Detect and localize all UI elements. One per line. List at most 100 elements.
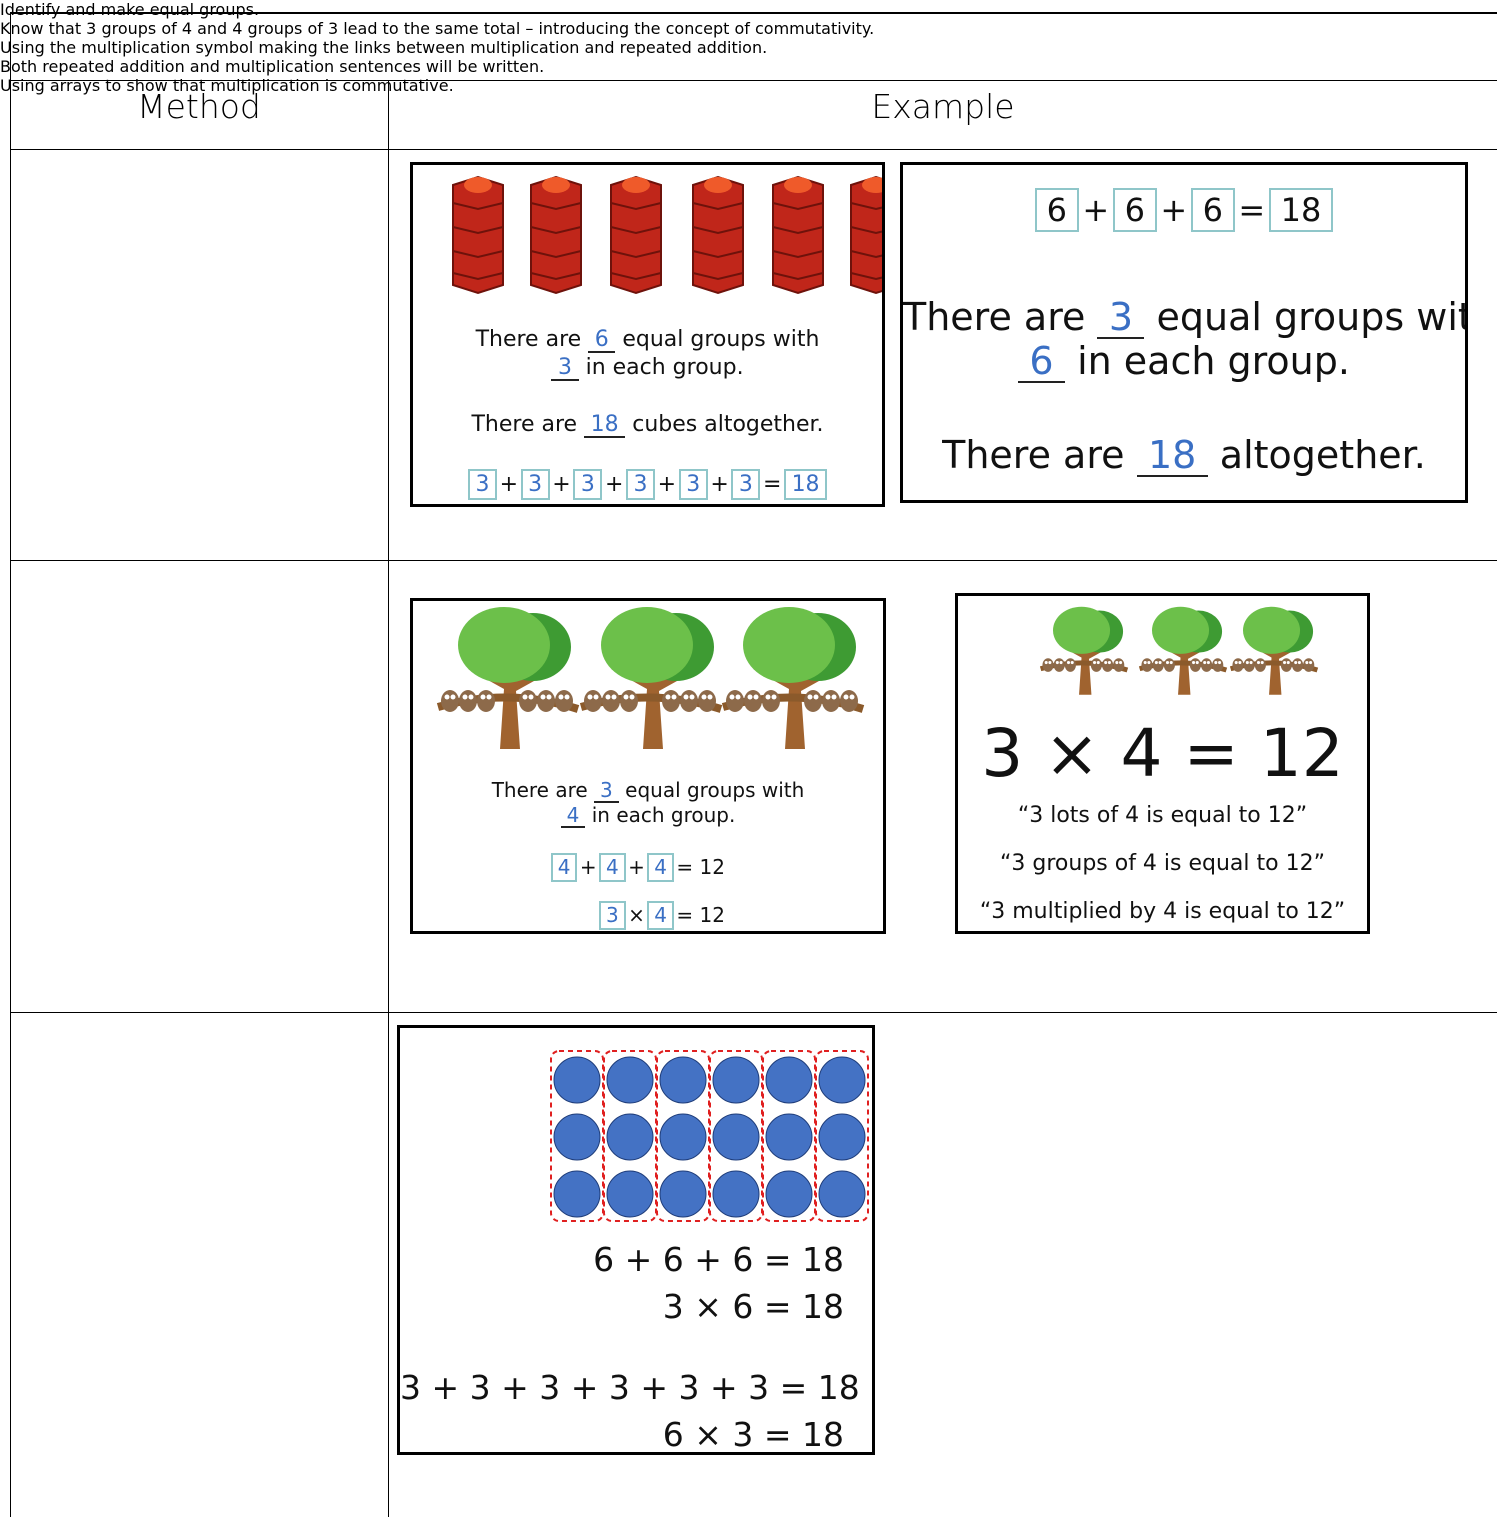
text: “3 multiplied by 4 is equal to 12”: [979, 898, 1346, 924]
example-panel: There are 6 equal groups with 3 in each g…: [410, 162, 885, 507]
tree-canopy: [601, 607, 693, 683]
text: in each group.: [585, 803, 736, 827]
owl: [459, 690, 477, 712]
sentence: There are 6 equal groups with: [413, 323, 882, 356]
text: in each group.: [578, 354, 744, 380]
counter: [606, 1056, 654, 1104]
owl-eye: [701, 694, 707, 700]
sentence: “3 lots of 4 is equal to 12”: [958, 799, 1367, 832]
owl: [602, 690, 620, 712]
method-cell: Identify and make equal groups. Know that…: [0, 0, 1497, 38]
owl-eye: [1260, 661, 1264, 665]
owl: [1200, 658, 1213, 672]
text: +: [710, 471, 729, 497]
sentence: 3 + 3 + 3 + 3 + 3 + 3 = 18: [400, 1363, 872, 1413]
cube-joint: [850, 202, 882, 211]
owl: [555, 690, 573, 712]
cube-top: [622, 177, 650, 193]
sentence: 6 +6 +6 = 18: [903, 186, 1465, 234]
cube-joint: [772, 272, 824, 281]
owl-eye: [468, 694, 474, 700]
counter: [659, 1113, 707, 1161]
illustration: [436, 607, 865, 749]
owl: [804, 690, 822, 712]
owl-eye: [1206, 661, 1210, 665]
owl: [584, 690, 602, 712]
owl: [537, 690, 555, 712]
cube-joint: [452, 250, 504, 259]
sentence: 6 + 6 + 6 = 18: [400, 1235, 872, 1285]
box: 3: [573, 468, 603, 500]
owl-eye: [605, 694, 611, 700]
owl-eye: [564, 694, 570, 700]
owl: [744, 690, 762, 712]
cube-top: [542, 177, 570, 193]
owl-eye: [1158, 661, 1162, 665]
example-panel: 3 × 4 = 12 “3 lots of 4 is equal to 12” “3…: [955, 593, 1370, 934]
blank: 18: [584, 412, 626, 438]
sentence: 6 × 3 = 18: [400, 1410, 872, 1452]
text: in each group.: [1065, 338, 1350, 383]
owl: [1090, 658, 1102, 672]
owl-eye: [1115, 661, 1119, 665]
blank: 3: [551, 355, 579, 381]
owl: [1232, 658, 1244, 672]
text: =: [1238, 191, 1266, 229]
owl-eye: [1059, 661, 1063, 665]
owl-eye: [849, 694, 855, 700]
text: equal groups with: [618, 778, 805, 802]
cube-top: [784, 177, 812, 193]
text: There are: [475, 326, 589, 352]
example-panel: 6 + 6 + 6 = 18 3 × 6 = 18 3 + 3 + 3 + 3 + …: [397, 1025, 875, 1455]
owl-eye: [1096, 661, 1100, 665]
owl-eye: [1245, 661, 1249, 665]
column-group: [656, 1050, 710, 1222]
cube-joint: [610, 202, 662, 211]
owl-eye: [540, 694, 546, 700]
cube-top: [862, 177, 882, 193]
counter: [659, 1056, 707, 1104]
owl-eye: [623, 694, 629, 700]
box: 18: [784, 468, 828, 500]
text: “3 groups of 4 is equal to 12”: [1000, 850, 1325, 876]
owl-eye: [546, 694, 552, 700]
method-heading: Identify and make equal groups.: [0, 0, 260, 19]
column-group: [762, 1050, 816, 1222]
owl-eye: [1104, 661, 1108, 665]
example-panel: 6 +6 +6 = 18 There are 3 equal groups with 6 i…: [900, 162, 1468, 503]
owl: [620, 690, 638, 712]
owl: [1064, 658, 1076, 672]
owl: [1163, 658, 1175, 672]
counter: [712, 1113, 760, 1161]
owl-eye: [689, 694, 695, 700]
owl-eye: [1256, 661, 1261, 665]
owl-eye: [480, 694, 486, 700]
owl-eye: [450, 694, 456, 700]
text: +: [579, 855, 597, 879]
tree-canopy: [1053, 606, 1111, 654]
owl-eye: [1282, 661, 1287, 665]
tree-canopy: [743, 607, 835, 683]
counter: [765, 1170, 813, 1218]
counter: [818, 1113, 866, 1161]
owl: [822, 690, 840, 712]
method-cell: Using the multiplication symbol making t…: [0, 38, 1497, 76]
text: +: [499, 471, 518, 497]
owl-eye: [1165, 661, 1170, 665]
owl-eye: [1195, 661, 1199, 665]
owl: [662, 690, 680, 712]
owl-eye: [825, 694, 831, 700]
owl: [1053, 658, 1065, 672]
cube-joint: [452, 226, 504, 235]
counter: [712, 1056, 760, 1104]
counter: [553, 1113, 601, 1161]
sentence: 4 in each group.: [413, 800, 883, 830]
tree-canopy: [458, 607, 550, 683]
cube-joint: [530, 272, 582, 281]
counter: [553, 1056, 601, 1104]
method-note: Know that 3 groups of 4 and 4 groups of …: [0, 19, 875, 38]
owl-eye: [1309, 661, 1313, 665]
text: +: [1160, 191, 1188, 229]
owl-eye: [611, 694, 617, 700]
